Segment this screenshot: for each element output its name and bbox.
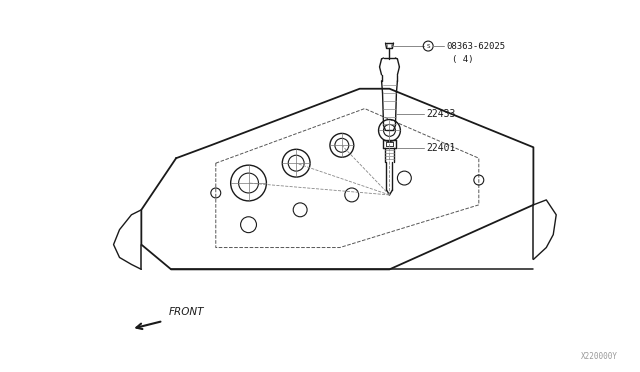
Text: S: S bbox=[426, 44, 430, 49]
Text: 22433: 22433 bbox=[426, 109, 456, 119]
Text: FRONT: FRONT bbox=[169, 307, 205, 317]
Text: ( 4): ( 4) bbox=[452, 55, 474, 64]
Text: X220000Y: X220000Y bbox=[580, 352, 618, 361]
Text: 08363-62025: 08363-62025 bbox=[446, 42, 505, 51]
Text: 22401: 22401 bbox=[426, 143, 456, 153]
